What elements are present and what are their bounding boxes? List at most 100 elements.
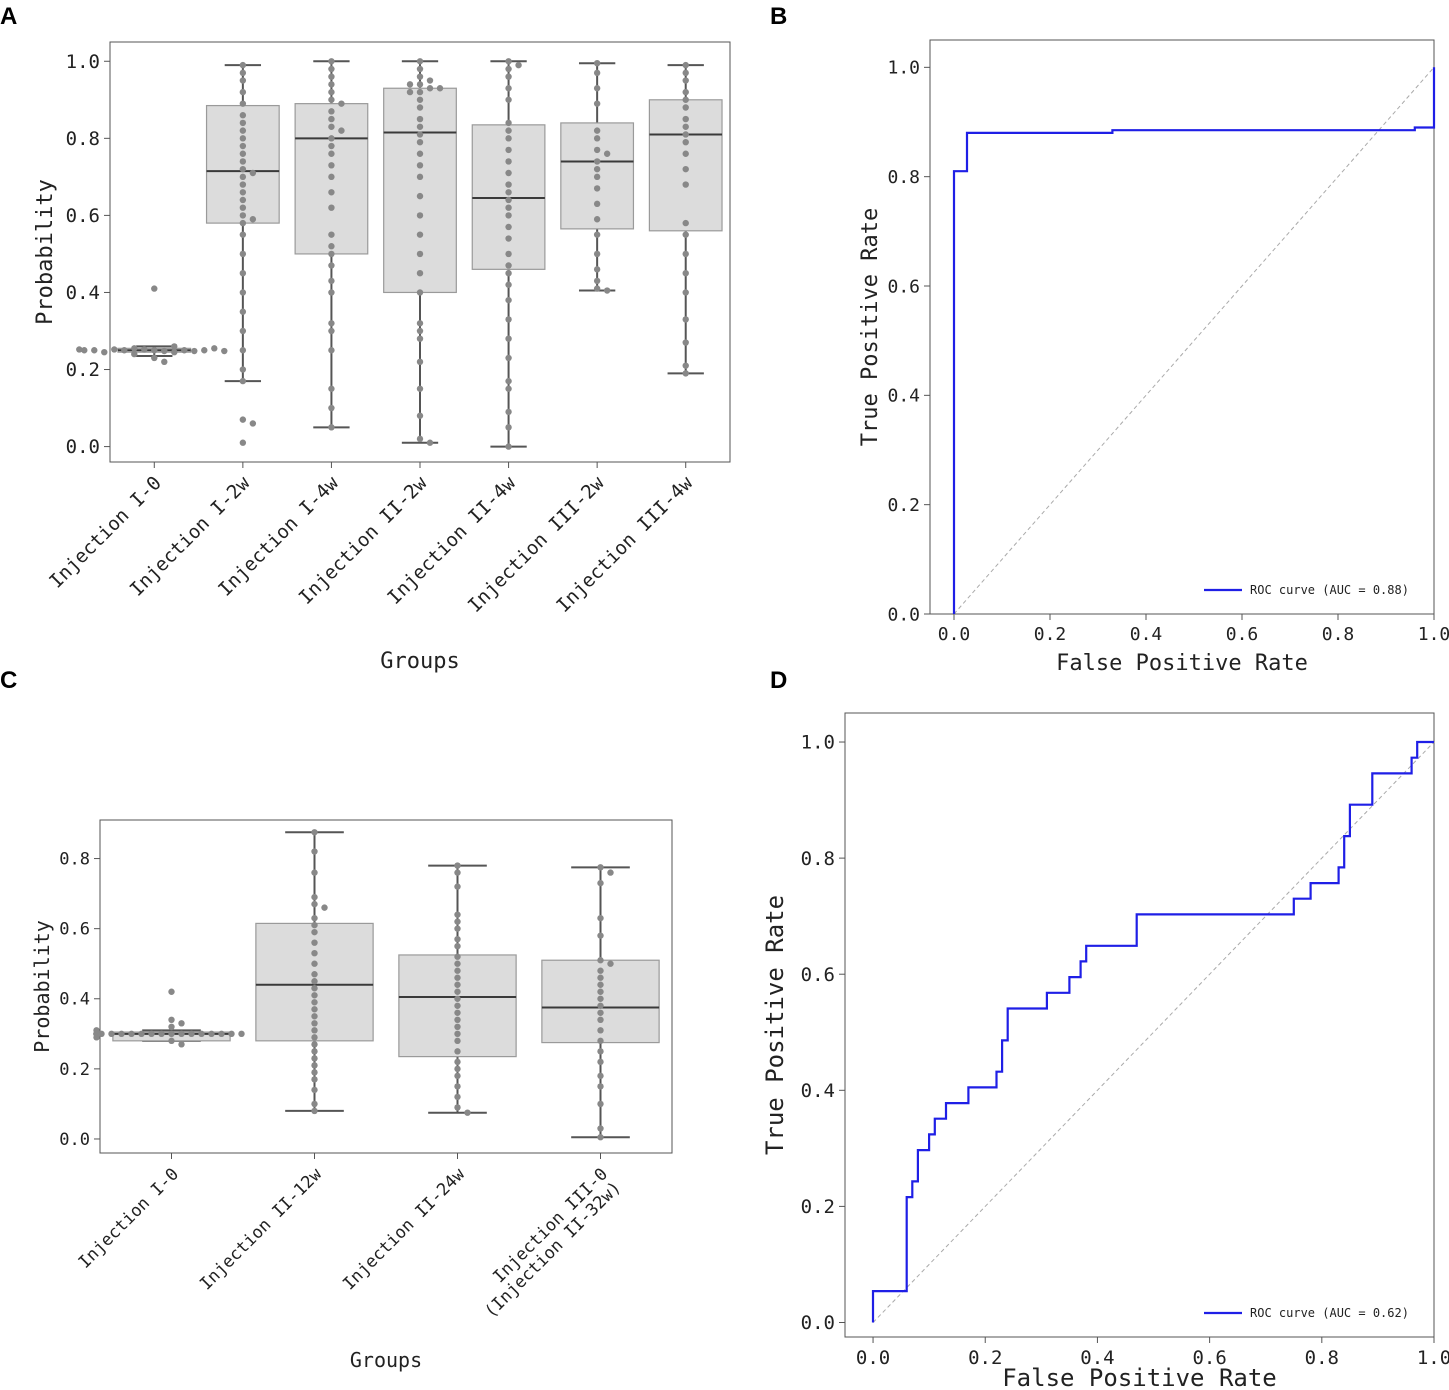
data-point <box>416 150 424 157</box>
data-point <box>593 165 601 173</box>
data-point <box>239 135 247 142</box>
x-tick-label: 1.0 <box>1417 1347 1449 1369</box>
x-tick-label: 0.6 <box>1192 1347 1226 1369</box>
data-point <box>221 347 228 355</box>
data-point <box>239 196 247 204</box>
data-point <box>505 196 512 204</box>
data-point <box>593 146 601 154</box>
y-tick-label: 0.2 <box>59 1060 90 1080</box>
data-point <box>454 942 461 950</box>
data-point <box>239 416 247 423</box>
data-point <box>593 216 601 223</box>
data-point <box>328 108 335 115</box>
x-tick-label: Injection I-0 <box>75 1164 183 1272</box>
x-tick-label: 0.6 <box>1226 624 1259 645</box>
data-point <box>505 65 512 73</box>
data-point <box>91 347 98 354</box>
data-point <box>597 914 604 922</box>
data-point <box>682 150 689 157</box>
x-tick-label: 0.2 <box>1034 624 1067 645</box>
data-point <box>108 1030 115 1038</box>
data-point <box>239 269 247 277</box>
data-point <box>505 281 512 288</box>
panel-letter-c: C <box>0 667 17 694</box>
data-point <box>239 347 247 354</box>
data-point <box>249 216 257 223</box>
data-point <box>138 1030 145 1038</box>
data-point <box>311 848 318 855</box>
y-tick-label: 0.0 <box>66 436 100 458</box>
data-point <box>76 346 83 353</box>
data-point <box>328 58 335 65</box>
data-point <box>454 953 461 960</box>
data-point <box>118 1030 125 1038</box>
data-point <box>682 88 689 96</box>
data-point <box>426 77 434 84</box>
data-point <box>171 348 178 356</box>
data-point <box>593 200 601 208</box>
data-point <box>416 96 424 103</box>
data-point <box>148 1030 155 1038</box>
x-axis-label: False Positive Rate <box>1002 1364 1277 1390</box>
data-point <box>311 928 318 936</box>
data-point <box>249 169 257 177</box>
data-point <box>416 192 424 200</box>
data-point <box>311 1086 318 1094</box>
data-point <box>191 347 198 355</box>
y-tick-label: 0.6 <box>66 205 100 227</box>
x-axis-label: Groups <box>380 649 459 674</box>
panel-letter-b: B <box>770 3 787 30</box>
data-point <box>416 435 424 443</box>
data-point <box>239 212 247 219</box>
data-point <box>328 404 335 412</box>
data-point <box>597 1058 604 1066</box>
data-point <box>321 904 328 911</box>
data-point <box>328 73 335 80</box>
data-point <box>311 950 318 957</box>
data-point <box>682 219 689 227</box>
y-tick-label: 0.2 <box>887 495 920 516</box>
data-point <box>464 1109 471 1116</box>
data-point <box>311 900 318 908</box>
data-point <box>505 385 512 392</box>
data-point <box>239 327 247 335</box>
data-point <box>597 1100 604 1108</box>
data-point <box>239 219 247 227</box>
data-point <box>597 1037 604 1045</box>
data-point <box>178 1020 185 1027</box>
data-point <box>416 385 424 392</box>
data-point <box>454 995 461 1002</box>
data-point <box>328 231 335 238</box>
data-point <box>328 81 335 88</box>
data-point <box>311 1020 318 1027</box>
data-point <box>311 914 318 922</box>
data-point <box>168 988 175 995</box>
data-point <box>161 358 168 366</box>
data-point <box>311 1013 318 1020</box>
data-point <box>111 346 118 353</box>
data-point <box>426 439 434 446</box>
data-point <box>454 935 461 943</box>
data-point <box>311 985 318 992</box>
data-point <box>454 911 461 918</box>
data-point <box>505 377 512 385</box>
data-point <box>454 1083 461 1090</box>
y-axis-label: Probability <box>33 179 58 325</box>
data-point <box>328 262 335 269</box>
data-point <box>311 1055 318 1062</box>
data-point <box>505 250 512 258</box>
data-point <box>607 869 614 876</box>
data-point <box>161 347 168 355</box>
data-point <box>328 162 335 169</box>
data-point <box>597 932 604 939</box>
data-point <box>593 173 601 181</box>
data-point <box>328 150 335 157</box>
data-point <box>81 347 88 354</box>
data-point <box>328 347 335 354</box>
x-axis-label: False Positive Rate <box>1056 651 1308 676</box>
data-point <box>228 1030 235 1038</box>
x-tick-label-line: (Injection II-32w) <box>481 1178 625 1322</box>
data-point <box>328 277 335 285</box>
data-point <box>505 269 512 277</box>
data-point <box>597 1125 604 1132</box>
